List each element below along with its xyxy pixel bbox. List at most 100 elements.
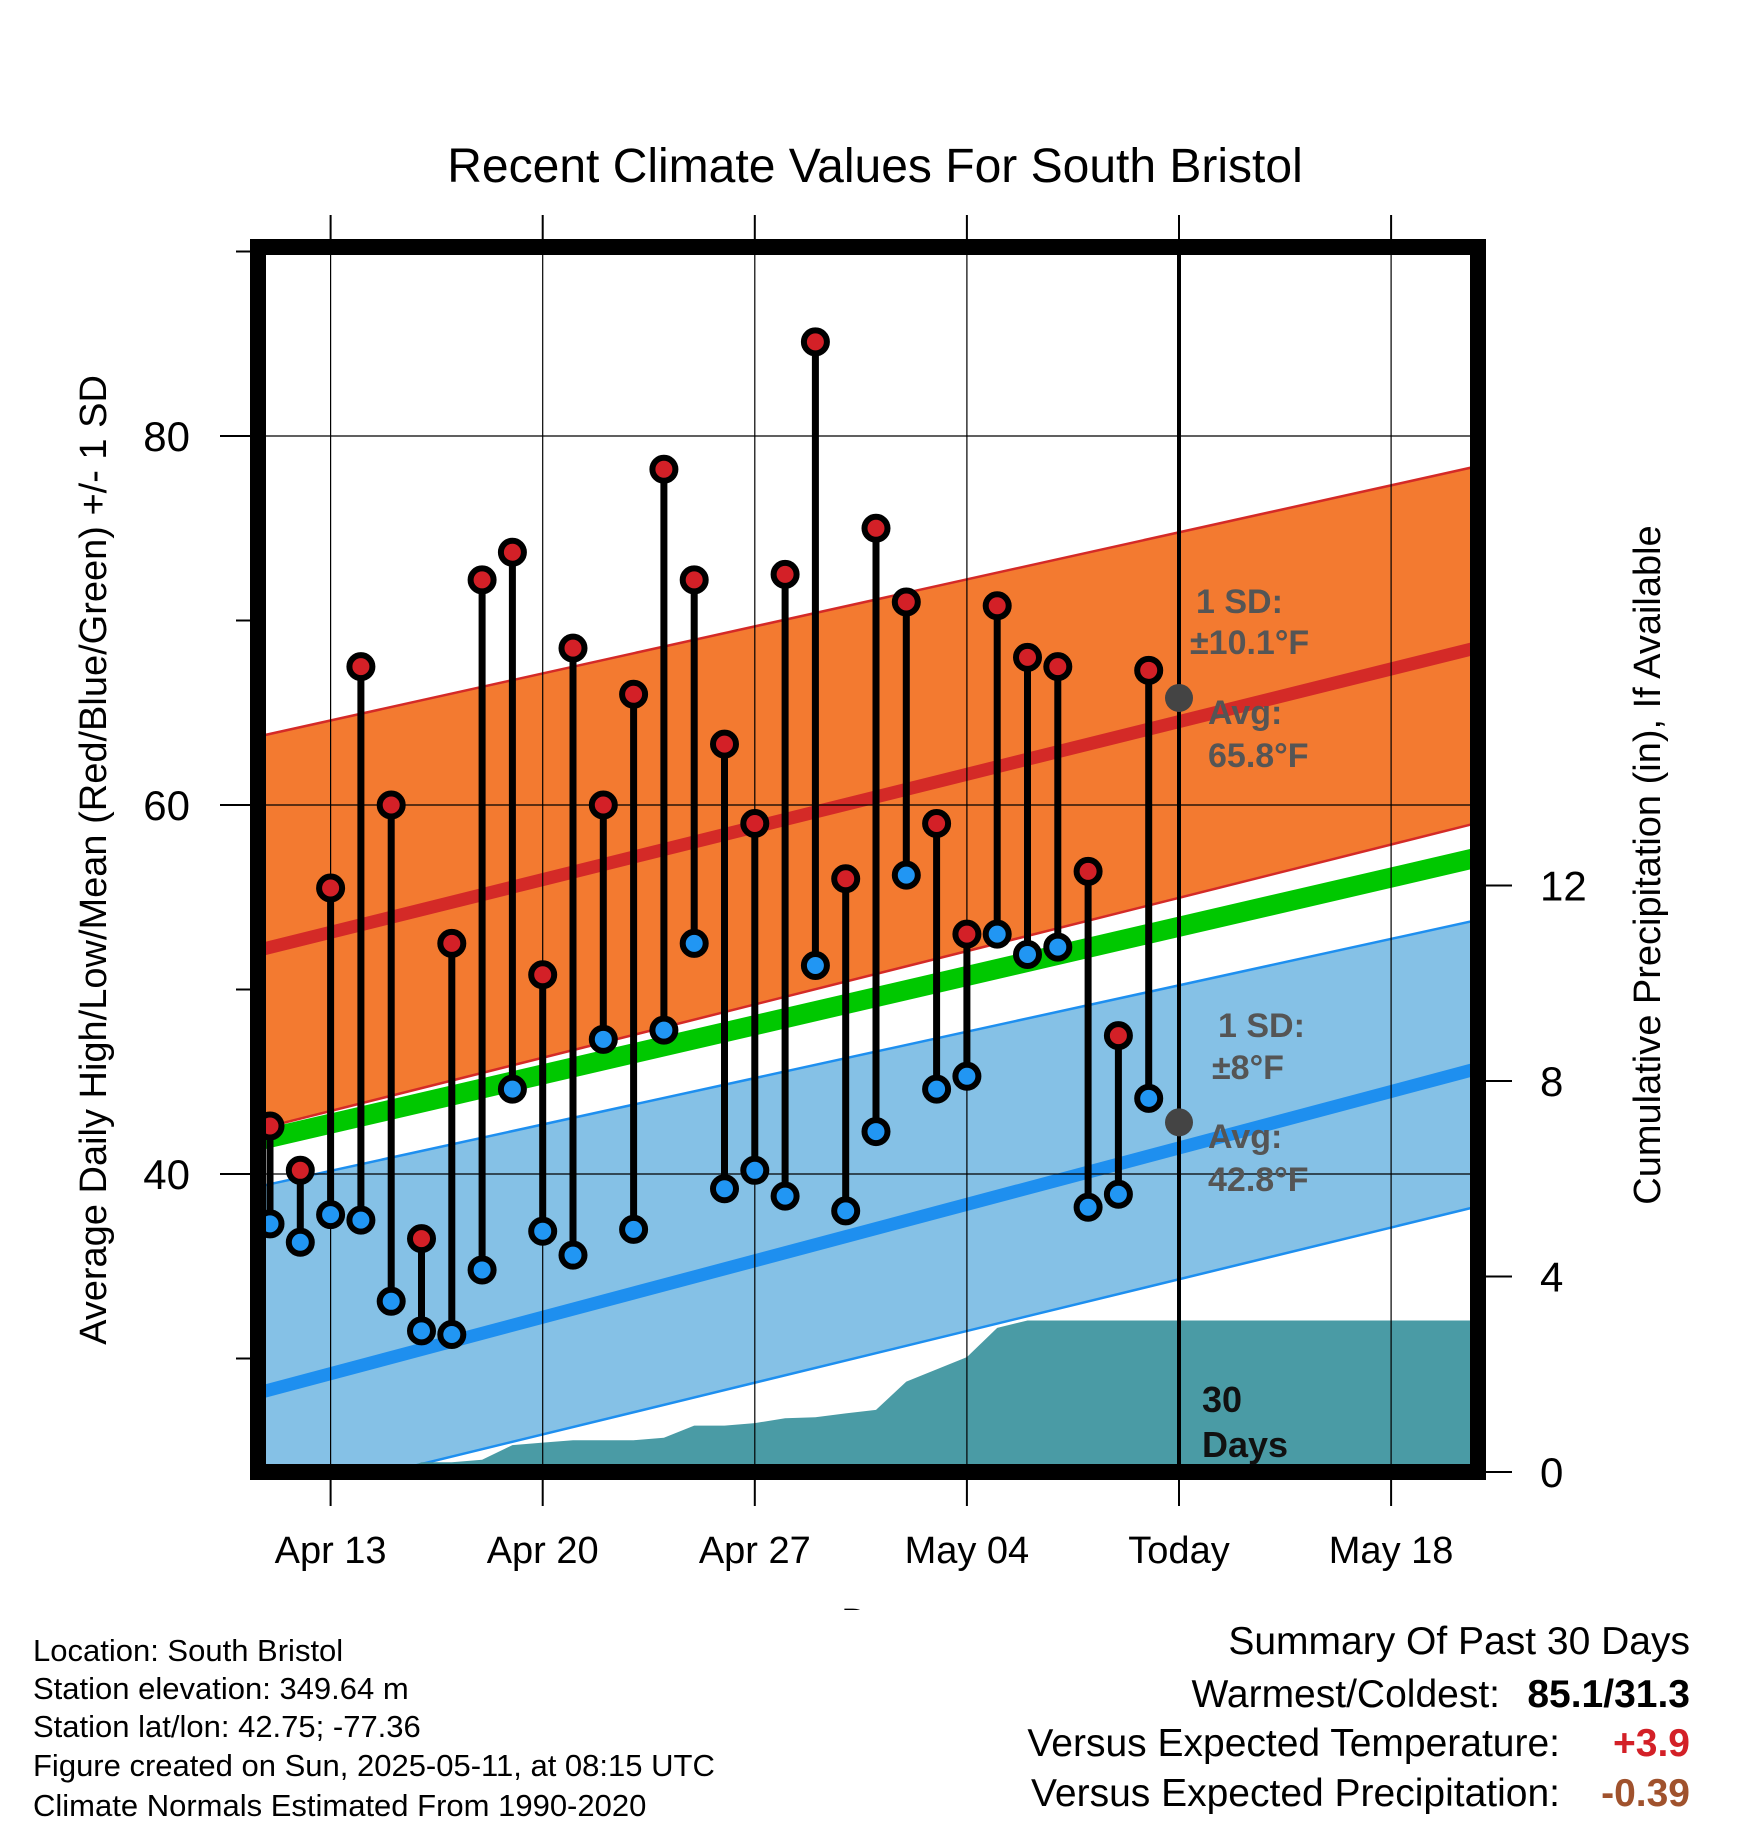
high-sd-label: 1 SD: — [1196, 583, 1283, 621]
low-point-6 — [437, 1320, 467, 1350]
low-avg-value: 42.8°F — [1208, 1161, 1309, 1199]
low-point-14 — [679, 928, 709, 958]
low-point-8 — [497, 1074, 527, 1104]
high-point-13 — [649, 454, 679, 484]
low-avg-dot — [1165, 1108, 1193, 1137]
high-point-16 — [740, 808, 770, 838]
high-point-26 — [1043, 652, 1073, 682]
low-point-21 — [891, 860, 921, 890]
x-tick-label-0: Apr 13 — [275, 1530, 387, 1572]
footer-elevation: Station elevation: 349.64 m — [33, 1671, 409, 1706]
low-point-24 — [982, 919, 1012, 949]
footer-latlon: Station lat/lon: 42.75; -77.36 — [33, 1709, 421, 1744]
high-sd-value: ±10.1°F — [1190, 624, 1309, 662]
low-point-10 — [558, 1240, 588, 1270]
high-point-21 — [891, 587, 921, 617]
y-axis-label-left: Average Daily High/Low/Mean (Red/Blue/Gr… — [73, 375, 115, 1345]
high-point-4 — [376, 790, 406, 820]
precip-area — [258, 1320, 1478, 1472]
axes: Apr 13 Apr 20 Apr 27 May 04 Today May 1840608… — [143, 215, 1587, 1572]
footer-location: Location: South Bristol — [33, 1633, 344, 1668]
high-point-29 — [1134, 655, 1164, 685]
high-point-10 — [558, 633, 588, 663]
x-tick-label-4: Today — [1128, 1530, 1229, 1572]
low-point-27 — [1073, 1192, 1103, 1222]
high-point-7 — [467, 565, 497, 595]
high-point-17 — [770, 559, 800, 589]
high-point-28 — [1103, 1021, 1133, 1051]
low-point-1 — [285, 1227, 315, 1257]
summary-precip-label: Versus Expected Precipitation: — [1031, 1772, 1560, 1815]
x-tick-label-1: Apr 20 — [487, 1530, 599, 1572]
low-point-4 — [376, 1286, 406, 1316]
high-point-22 — [922, 808, 952, 838]
y-tick-label-left-0: 40 — [143, 1151, 190, 1198]
low-point-11 — [588, 1024, 618, 1054]
y-tick-label-left-1: 60 — [143, 782, 190, 829]
high-point-11 — [588, 790, 618, 820]
climate-chart: Recent Climate Values For South Bristol … — [73, 140, 1669, 1610]
y-axis-label-right: Cumulative Precipitation (in), If Availa… — [1627, 525, 1669, 1204]
x-tick-label-3: May 04 — [905, 1530, 1030, 1572]
x-axis-label: Day — [841, 1602, 909, 1610]
low-point-9 — [528, 1216, 558, 1246]
low-point-16 — [740, 1155, 770, 1185]
today-days-label-2: Days — [1202, 1424, 1288, 1465]
high-point-8 — [497, 537, 527, 567]
high-point-24 — [982, 591, 1012, 621]
today-days-label-1: 30 — [1202, 1379, 1242, 1420]
low-point-26 — [1043, 932, 1073, 962]
summary-warmest-value: 85.1/31.3 — [1527, 1673, 1690, 1716]
high-point-9 — [528, 960, 558, 990]
summary-precip-row: Versus Expected Precipitation: -0.39 — [1031, 1772, 1690, 1816]
low-point-18 — [800, 951, 830, 981]
summary-title: Summary Of Past 30 Days — [1228, 1620, 1690, 1663]
summary-warmest-row: Warmest/Coldest: 85.1/31.3 — [1192, 1673, 1690, 1717]
x-tick-label-5: May 18 — [1329, 1530, 1454, 1572]
low-avg-label: Avg: — [1208, 1118, 1282, 1156]
y-tick-label-right-0: 0 — [1540, 1449, 1563, 1496]
high-point-18 — [800, 327, 830, 357]
high-point-3 — [346, 652, 376, 682]
low-point-12 — [619, 1214, 649, 1244]
low-sd-value: ±8°F — [1212, 1049, 1284, 1087]
y-tick-label-right-2: 8 — [1540, 1058, 1563, 1105]
footer-normals: Climate Normals Estimated From 1990-2020 — [33, 1788, 647, 1823]
high-point-19 — [831, 864, 861, 894]
low-point-20 — [861, 1117, 891, 1147]
footer-created: Figure created on Sun, 2025-05-11, at 08… — [33, 1748, 715, 1783]
y-tick-label-right-1: 4 — [1540, 1254, 1563, 1301]
low-point-17 — [770, 1181, 800, 1211]
plot-frame — [250, 239, 1486, 1480]
low-point-29 — [1134, 1083, 1164, 1113]
high-point-2 — [316, 873, 346, 903]
low-point-5 — [407, 1316, 436, 1346]
high-point-25 — [1013, 642, 1042, 672]
high-point-14 — [679, 565, 709, 595]
low-point-19 — [831, 1196, 861, 1226]
low-sd-band — [258, 919, 1478, 1472]
low-point-25 — [1013, 939, 1042, 969]
low-point-28 — [1103, 1179, 1133, 1209]
low-point-2 — [316, 1200, 346, 1230]
low-point-13 — [649, 1015, 679, 1045]
summary-precip-value: -0.39 — [1601, 1772, 1690, 1815]
chart-title: Recent Climate Values For South Bristol — [447, 140, 1302, 193]
summary-temp-value: +3.9 — [1613, 1722, 1690, 1765]
high-point-12 — [619, 679, 649, 709]
high-point-6 — [437, 928, 467, 958]
high-point-20 — [861, 513, 891, 543]
y-tick-label-left-2: 80 — [143, 413, 190, 460]
summary-temp-label: Versus Expected Temperature: — [1027, 1722, 1560, 1765]
high-point-1 — [285, 1155, 315, 1185]
low-sd-label: 1 SD: — [1218, 1007, 1305, 1045]
x-tick-label-2: Apr 27 — [699, 1530, 811, 1572]
summary-warmest-label: Warmest/Coldest: — [1191, 1673, 1500, 1716]
low-point-3 — [346, 1205, 376, 1235]
high-point-15 — [710, 729, 739, 759]
high-avg-dot — [1165, 683, 1193, 712]
low-point-23 — [952, 1061, 982, 1091]
y-tick-label-right-3: 12 — [1540, 863, 1587, 910]
